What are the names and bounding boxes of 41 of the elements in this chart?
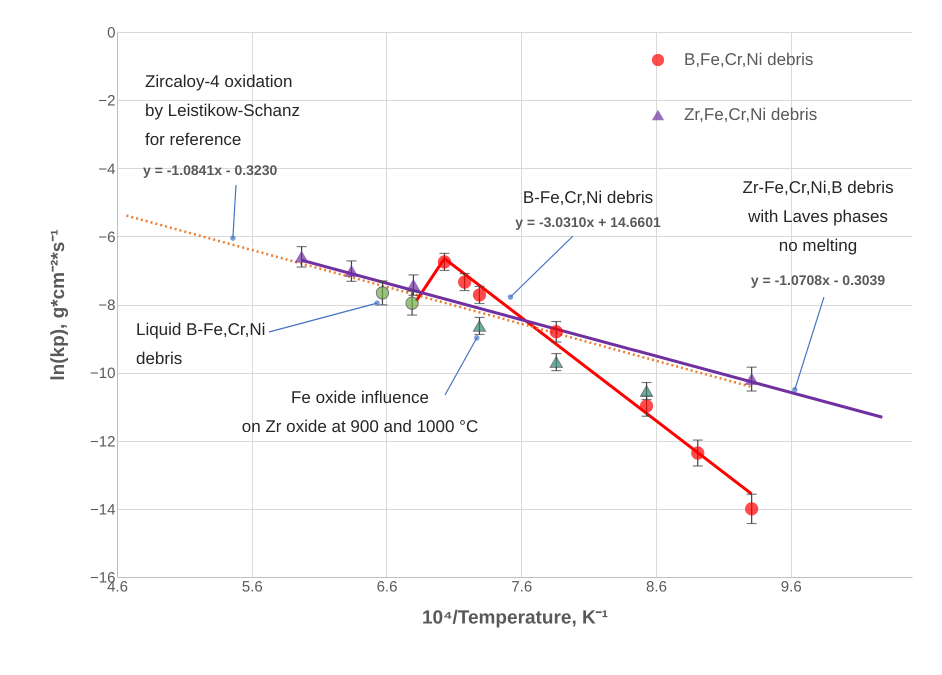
point	[745, 502, 758, 516]
x-tick-label: 9.6	[780, 578, 802, 596]
x-tick-label: 7.6	[511, 578, 532, 596]
x-tick-label: 6.6	[376, 578, 398, 596]
point	[745, 373, 758, 385]
point	[691, 446, 704, 460]
y-tick-label: −8	[98, 297, 116, 314]
annotation: Fe oxide influence on Zr oxide at 900 and 1000 °C	[242, 388, 478, 436]
y-tick-label: −2	[98, 92, 116, 110]
x-tick-label: 5.6	[242, 578, 263, 596]
legend-label: B,Fe,Cr,Ni debris	[684, 50, 814, 69]
point	[405, 296, 419, 310]
y-axis-title: ln(kp), g*cm⁻²*s⁻¹	[48, 229, 70, 381]
y-tick-label: −10	[90, 365, 116, 382]
point	[640, 399, 654, 413]
annotation: Zr-Fe,Cr,Ni,B debris with Laves phases no melting	[742, 178, 894, 255]
point	[344, 265, 358, 277]
annotation: y = -1.0841x - 0.3230	[143, 162, 278, 178]
point	[472, 288, 486, 302]
y-tick-label: −12	[90, 433, 116, 450]
point	[550, 356, 563, 368]
point	[458, 275, 472, 289]
point	[376, 286, 390, 300]
point	[472, 320, 486, 332]
annotation: Zircaloy-4 oxidation by Leistikow-Schanz for reference	[145, 72, 300, 149]
y-tick-label: −14	[90, 501, 116, 518]
legend-label: Zr,Fe,Cr,Ni debris	[684, 105, 818, 124]
y-tick-label: 0	[107, 24, 116, 42]
point	[438, 255, 452, 269]
x-axis-title: 10⁴/Temperature, K⁻¹	[422, 608, 608, 628]
annotation: Liquid B-Fe,Cr,Ni debris	[136, 320, 266, 368]
annotation: y = -3.0310x + 14.6601	[515, 214, 661, 230]
point	[294, 251, 308, 263]
y-tick-label: −4	[98, 160, 116, 178]
point	[550, 325, 563, 338]
annotation: B-Fe,Cr,Ni debris	[522, 188, 654, 207]
y-tick-label: −6	[98, 228, 116, 246]
annotation: y = -1.0708x - 0.3039	[750, 272, 886, 288]
point	[406, 279, 420, 291]
point	[640, 385, 654, 397]
x-tick-label: 8.6	[646, 578, 667, 596]
